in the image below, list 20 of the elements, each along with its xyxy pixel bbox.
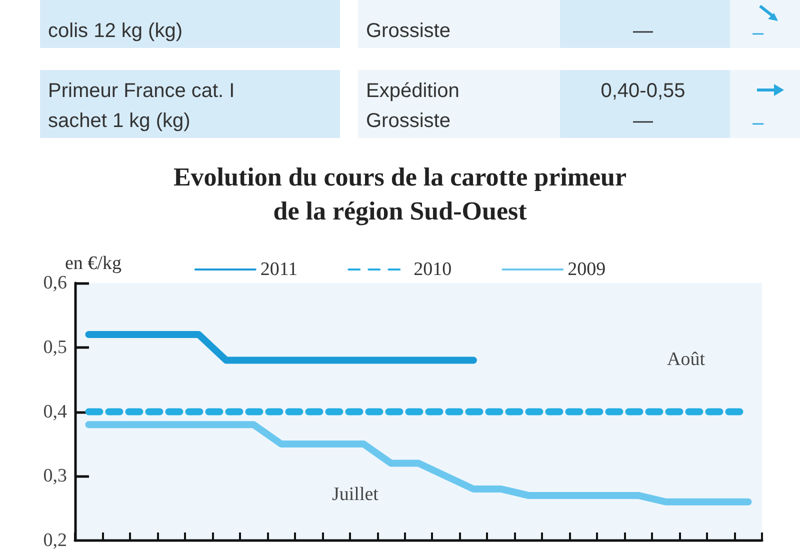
y-tick-label: 0,5 <box>43 336 67 358</box>
y-tick-label: 0,6 <box>43 272 67 294</box>
y-tick-label: 0,2 <box>43 530 67 550</box>
text: Primeur France cat. I sachet 1 kg (kg) <box>48 79 236 134</box>
text: – <box>751 21 765 46</box>
annotation: Août <box>667 349 706 370</box>
text: Grossiste <box>366 19 452 44</box>
text: Expédition Grossiste <box>366 79 460 134</box>
text: – <box>751 111 765 136</box>
y-axis-title: en €/kg <box>65 253 122 274</box>
y-tick-label: 0,4 <box>43 401 68 422</box>
text: 0,40-0,55 — <box>600 79 686 134</box>
legend-label: 2011 <box>260 259 298 280</box>
legend-label: 2010 <box>414 259 452 280</box>
y-tick-label: 0,3 <box>43 466 67 487</box>
legend-label: 2009 <box>568 259 606 280</box>
annotation: Juillet <box>332 484 380 505</box>
chart-title: Evolution du cours de la carotte primeur de la région Sud-Ouest <box>173 162 627 226</box>
text: — <box>632 19 654 44</box>
text: colis 12 kg (kg) <box>48 19 184 44</box>
